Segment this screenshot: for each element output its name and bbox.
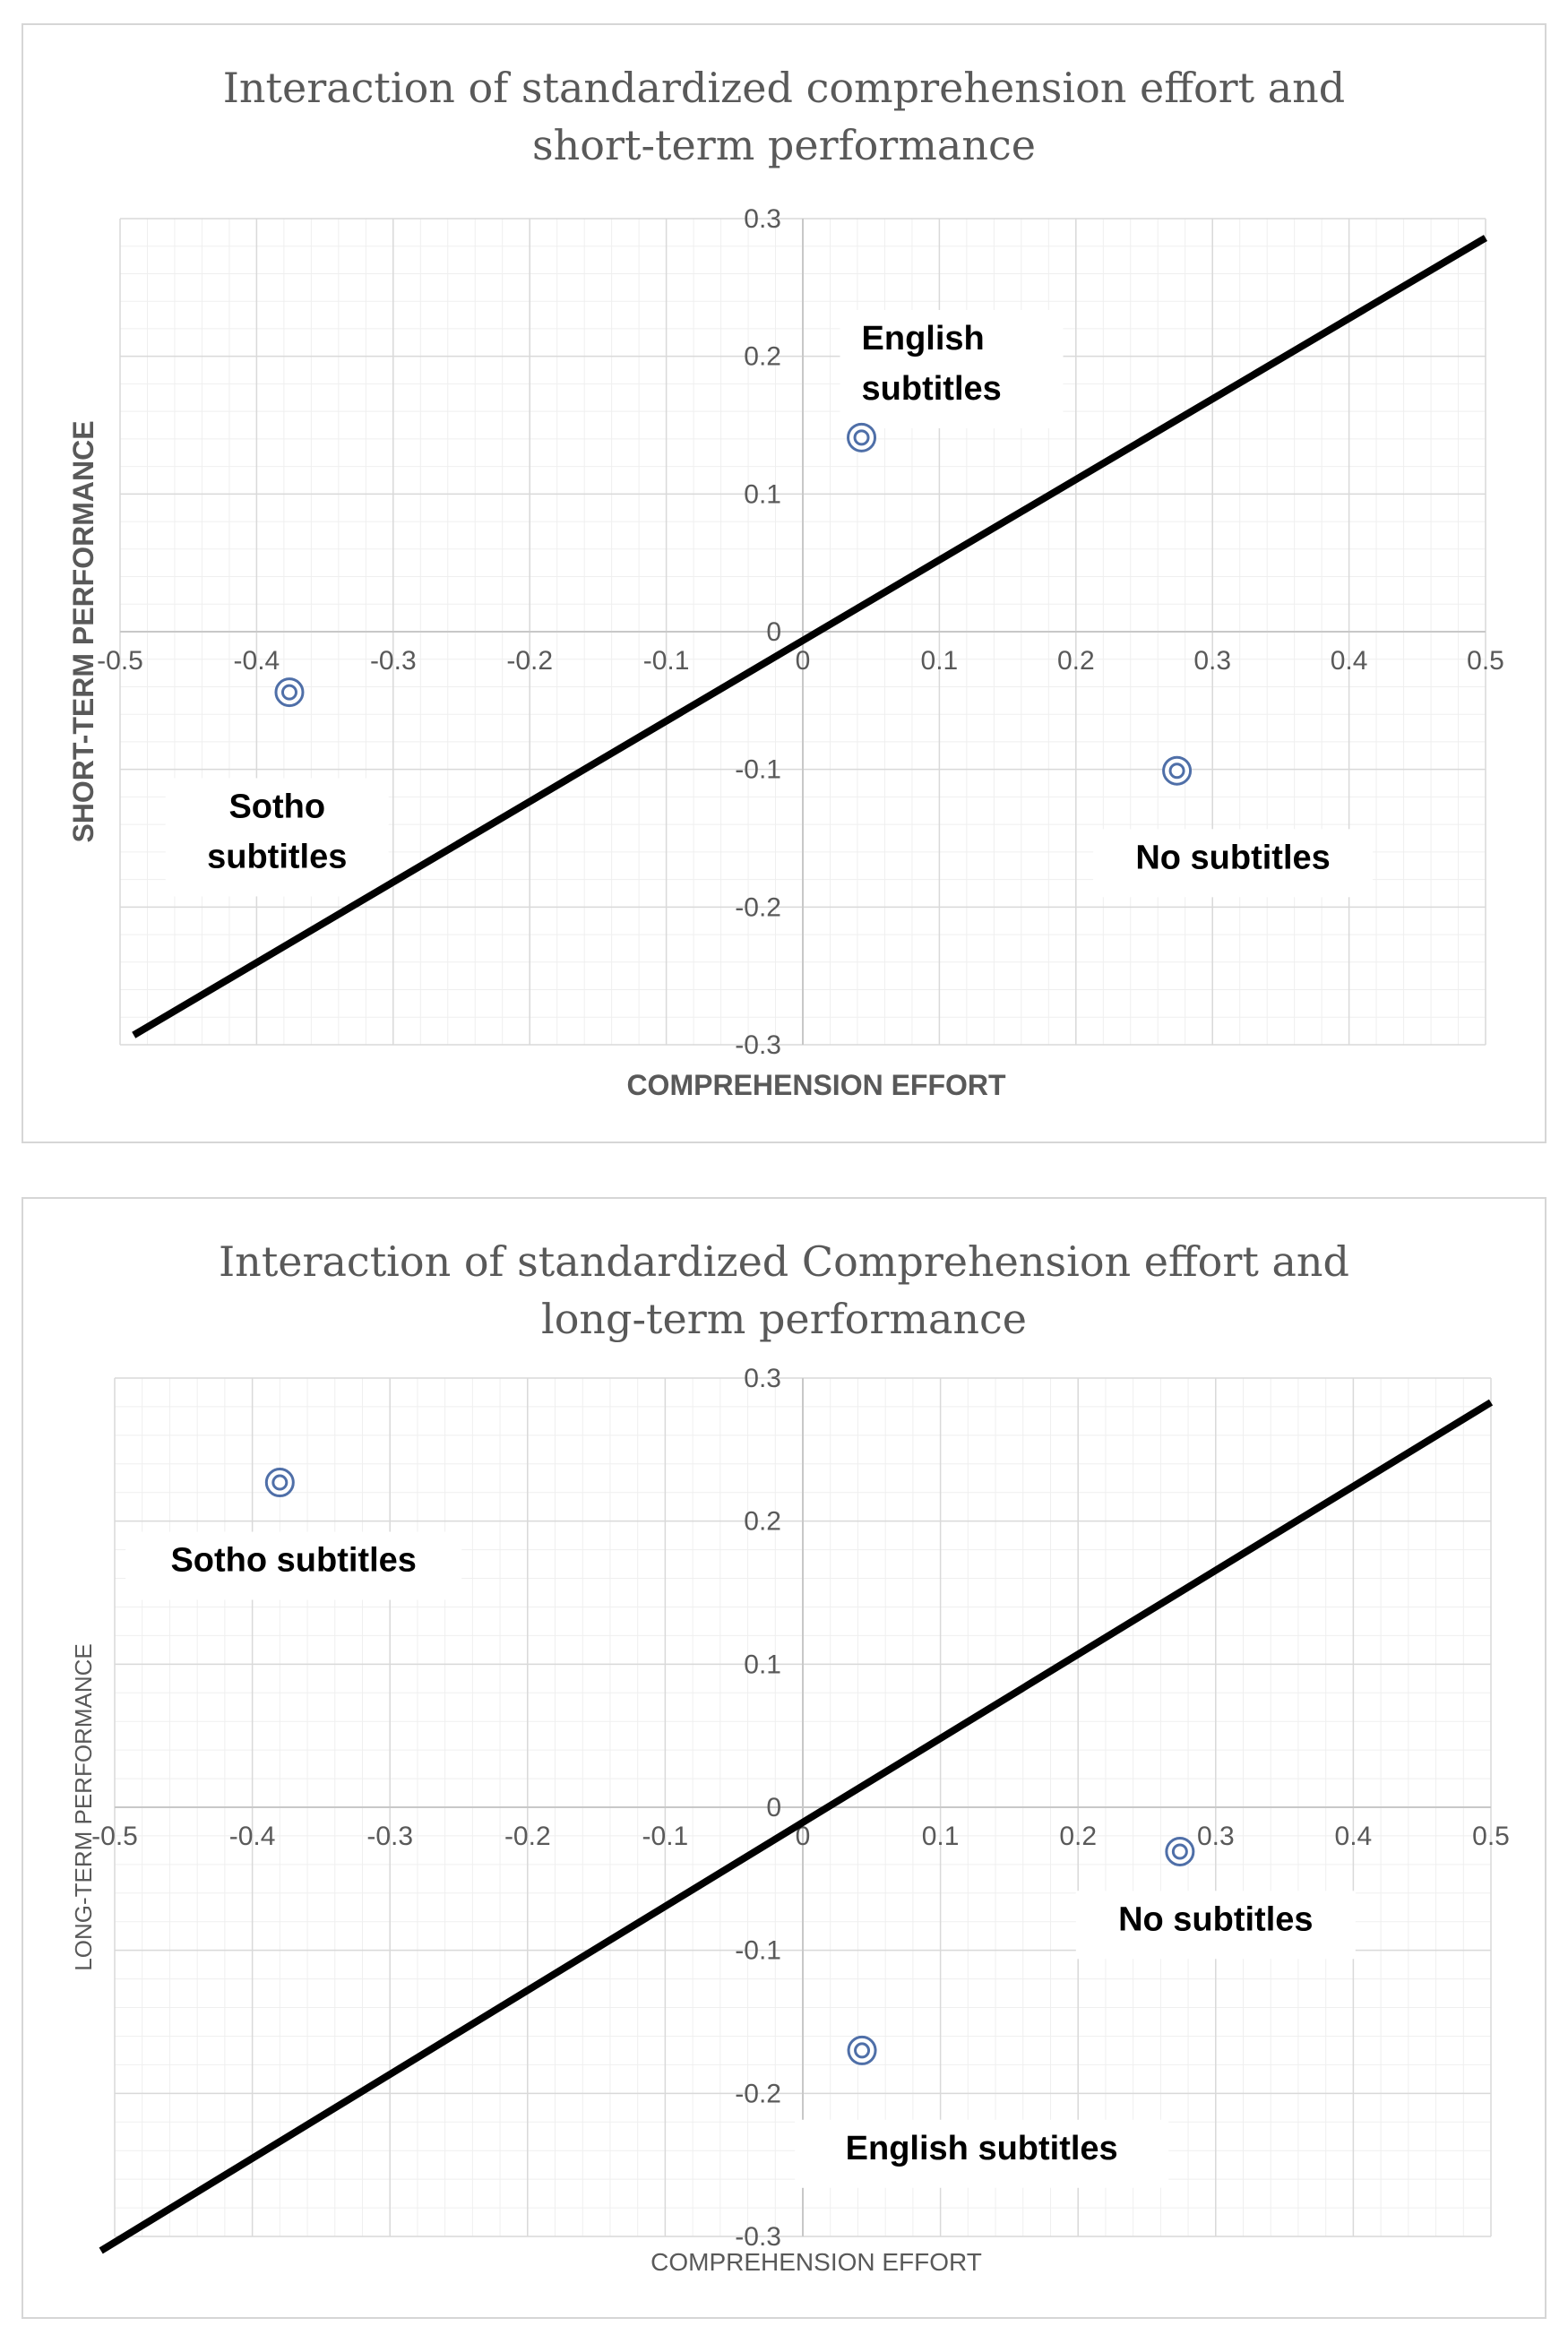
x-tick-label: -0.1 bbox=[642, 1822, 689, 1851]
y-tick-label: 0.2 bbox=[744, 342, 781, 372]
y-tick-label: -0.1 bbox=[735, 1936, 781, 1966]
annotation-box bbox=[840, 309, 1064, 428]
reference-line bbox=[132, 235, 1488, 1038]
annotation-label: Sotho bbox=[228, 788, 325, 825]
chart-panel-short-term: Interaction of standardized comprehensio… bbox=[22, 23, 1546, 1143]
y-tick-label: -0.1 bbox=[735, 755, 781, 785]
x-tick-label: 0.2 bbox=[1059, 1822, 1097, 1851]
y-tick-label: 0 bbox=[766, 1793, 781, 1822]
annotation-box bbox=[125, 1531, 462, 1600]
x-tick-label: -0.3 bbox=[366, 1822, 413, 1851]
y-tick-label: 0.2 bbox=[744, 1507, 781, 1537]
x-tick-label: 0.3 bbox=[1197, 1822, 1235, 1851]
x-axis-title: COMPREHENSION EFFORT bbox=[650, 2248, 982, 2276]
reference-line bbox=[99, 1399, 1494, 2254]
x-tick-label: -0.2 bbox=[506, 646, 553, 676]
chart-title: Interaction of standardized comprehensio… bbox=[23, 59, 1545, 174]
x-tick-label: -0.4 bbox=[229, 1822, 276, 1851]
annotation-label: subtitles bbox=[207, 838, 347, 875]
data-point bbox=[847, 422, 877, 452]
annotation-label: No subtitles bbox=[1118, 1900, 1313, 1938]
annotation-label: English subtitles bbox=[846, 2130, 1118, 2167]
x-tick-label: 0.3 bbox=[1193, 646, 1231, 676]
data-point-inner-ring bbox=[271, 1474, 289, 1491]
x-tick-label: -0.4 bbox=[234, 646, 280, 676]
x-tick-label: 0.5 bbox=[1472, 1822, 1510, 1851]
x-tick-label: 0.2 bbox=[1057, 646, 1095, 676]
x-tick-label: 0 bbox=[796, 646, 811, 676]
y-tick-label: -0.3 bbox=[735, 1030, 781, 1060]
y-tick-label: 0 bbox=[766, 617, 781, 647]
chart-title: Interaction of standardized Comprehensio… bbox=[23, 1233, 1545, 1348]
data-point-inner-ring bbox=[1171, 1843, 1188, 1860]
x-tick-label: 0.4 bbox=[1331, 646, 1368, 676]
annotation-label: No subtitles bbox=[1135, 839, 1330, 876]
y-axis-title: LONG-TERM PERFORMANCE bbox=[70, 1643, 97, 1970]
data-point-inner-ring bbox=[280, 684, 297, 701]
y-tick-label: 0.3 bbox=[744, 204, 781, 234]
scatter-plot-short-term: -0.5 -0.4 -0.3 -0.2 -0.1 0 0.1 0.2 0.3 0.4 0.5 0.3 0… bbox=[67, 204, 1504, 1101]
y-tick-label: -0.2 bbox=[735, 2079, 781, 2108]
data-point-inner-ring bbox=[854, 2042, 871, 2059]
annotation-box bbox=[1075, 1891, 1356, 1960]
data-point-inner-ring bbox=[853, 429, 870, 446]
y-tick-label: -0.2 bbox=[735, 892, 781, 922]
scatter-plot-long-term: -0.5 -0.4 -0.3 -0.2 -0.1 0 0.1 0.2 0.3 0.4 0.5 0.3 0… bbox=[70, 1364, 1510, 2276]
chart-title-line-1: Interaction of standardized comprehensio… bbox=[222, 64, 1346, 112]
chart-panel-long-term: Interaction of standardized Comprehensio… bbox=[22, 1197, 1546, 2319]
chart-title-line-2: long-term performance bbox=[541, 1295, 1027, 1343]
data-point-inner-ring bbox=[1168, 763, 1185, 780]
chart-title-line-1: Interaction of standardized Comprehensio… bbox=[219, 1237, 1349, 1286]
x-axis-title: COMPREHENSION EFFORT bbox=[626, 1069, 1006, 1101]
x-tick-label: -0.3 bbox=[370, 646, 417, 676]
annotation-box bbox=[1093, 829, 1374, 898]
x-tick-label: -0.5 bbox=[91, 1822, 138, 1851]
y-tick-label: -0.3 bbox=[735, 2222, 781, 2252]
x-tick-label: 0.1 bbox=[922, 1822, 960, 1851]
data-point bbox=[274, 677, 305, 708]
y-tick-label: 0.1 bbox=[744, 1650, 781, 1679]
data-point bbox=[1162, 755, 1193, 786]
x-tick-label: 0.5 bbox=[1467, 646, 1504, 676]
annotation-label: subtitles bbox=[862, 370, 1002, 408]
x-tick-label: 0 bbox=[796, 1822, 811, 1851]
annotation-label: English bbox=[862, 320, 985, 358]
data-point bbox=[847, 2035, 877, 2065]
annotation-box bbox=[795, 2119, 1169, 2188]
chart-title-line-2: short-term performance bbox=[532, 121, 1036, 169]
y-axis-title: SHORT-TERM PERFORMANCE bbox=[67, 420, 99, 842]
annotation-box bbox=[165, 778, 389, 897]
annotation-label: Sotho subtitles bbox=[170, 1542, 416, 1580]
y-tick-label: 0.3 bbox=[744, 1364, 781, 1393]
y-tick-label: 0.1 bbox=[744, 479, 781, 509]
data-point bbox=[264, 1468, 295, 1498]
x-tick-label: -0.2 bbox=[504, 1822, 551, 1851]
x-tick-label: 0.4 bbox=[1335, 1822, 1373, 1851]
x-tick-label: -0.5 bbox=[97, 646, 143, 676]
x-tick-label: 0.1 bbox=[921, 646, 959, 676]
data-point bbox=[1165, 1836, 1195, 1866]
x-tick-label: -0.1 bbox=[643, 646, 690, 676]
